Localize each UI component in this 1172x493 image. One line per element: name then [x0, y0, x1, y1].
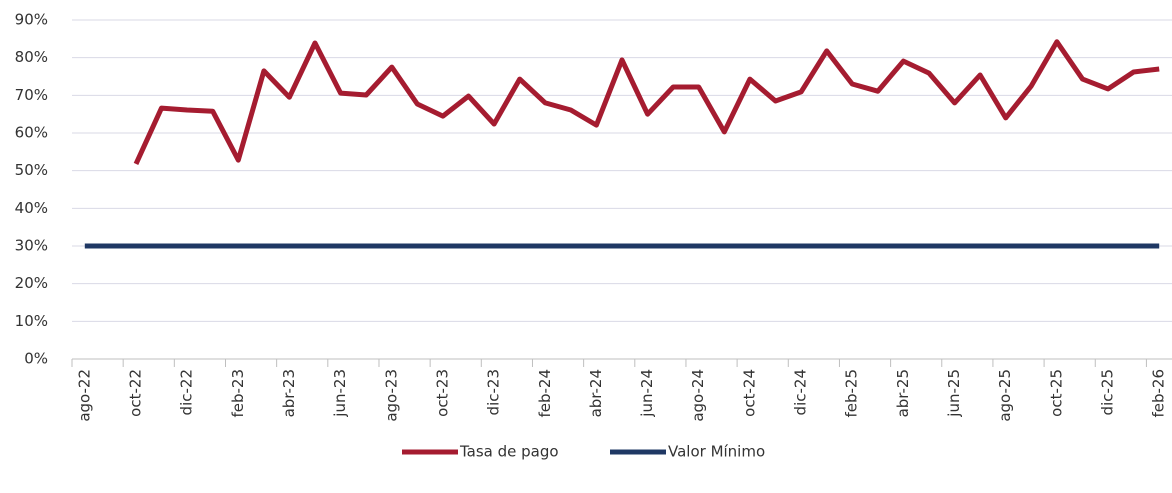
x-tick-label: dic-25	[1099, 369, 1117, 415]
x-tick-label: jun-24	[638, 369, 656, 418]
x-tick-label: feb-24	[536, 369, 554, 418]
x-tick-label: abr-23	[280, 369, 298, 417]
x-tick-label: abr-24	[587, 369, 605, 417]
y-tick-label: 60%	[15, 124, 48, 142]
y-tick-label: 70%	[15, 86, 48, 104]
x-tick-label: dic-23	[485, 369, 503, 415]
y-tick-label: 50%	[15, 161, 48, 179]
y-tick-label: 80%	[15, 48, 48, 66]
y-tick-label: 10%	[15, 312, 48, 330]
x-tick-label: ago-23	[382, 369, 400, 422]
x-tick-label: oct-22	[126, 369, 144, 417]
x-tick-label: oct-25	[1047, 369, 1065, 417]
legend-label: Tasa de pago	[459, 443, 559, 461]
x-tick-label: dic-24	[792, 369, 810, 415]
y-tick-label: 30%	[15, 237, 48, 255]
x-tick-label: jun-23	[331, 369, 349, 418]
y-tick-label: 0%	[24, 350, 48, 368]
x-tick-label: feb-25	[843, 369, 861, 418]
x-tick-label: feb-26	[1150, 369, 1168, 418]
x-tick-label: jun-25	[945, 369, 963, 418]
x-tick-label: ago-25	[996, 369, 1014, 422]
x-tick-label: ago-22	[75, 369, 93, 422]
series-line	[133, 39, 1160, 165]
x-tick-label: oct-24	[740, 369, 758, 417]
y-tick-label: 90%	[15, 11, 48, 29]
x-tick-label: dic-22	[178, 369, 196, 415]
legend-label: Valor Mínimo	[668, 443, 765, 461]
x-tick-label: ago-24	[689, 369, 707, 422]
x-tick-label: oct-23	[433, 369, 451, 417]
x-tick-label: feb-23	[229, 369, 247, 418]
x-tick-label: abr-25	[894, 369, 912, 417]
y-tick-label: 40%	[15, 199, 48, 217]
y-tick-label: 20%	[15, 274, 48, 292]
